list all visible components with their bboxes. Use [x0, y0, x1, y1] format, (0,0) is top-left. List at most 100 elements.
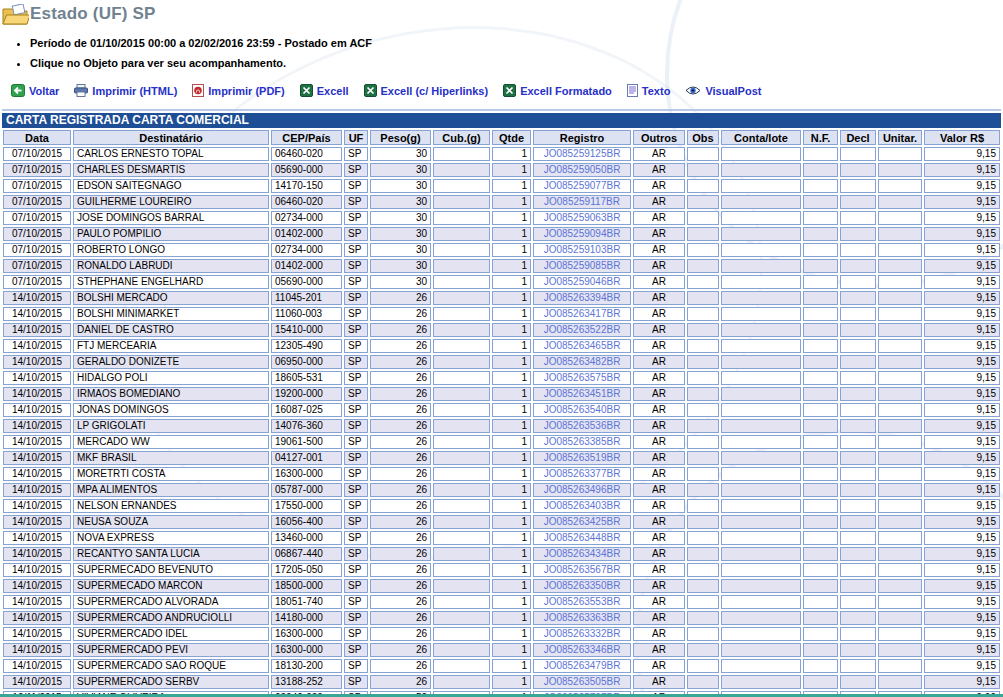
registro-link[interactable]: JO085263451BR	[533, 387, 631, 401]
registro-link[interactable]: JO085259077BR	[533, 179, 631, 193]
imprimir-pdf-button[interactable]: Imprimir (PDF)	[192, 84, 284, 97]
table-row: 14/10/2015 SUPERMERCADO ALVORADA 18051-7…	[3, 595, 1000, 609]
cell-cep: 06460-020	[271, 147, 342, 161]
registro-link[interactable]: JO085259063BR	[533, 211, 631, 225]
cell-peso: 30	[370, 211, 431, 225]
registro-link[interactable]: JO085259094BR	[533, 227, 631, 241]
cell-cub	[433, 211, 490, 225]
excel-button[interactable]: Excell	[300, 84, 349, 97]
registro-link[interactable]: JO085263540BR	[533, 403, 631, 417]
cell-uf: SP	[344, 451, 368, 465]
registro-link[interactable]: JO085263363BR	[533, 611, 631, 625]
cell-cep: 15410-000	[271, 323, 342, 337]
cell-cub	[433, 307, 490, 321]
texto-button[interactable]: Texto	[627, 84, 671, 97]
cell-qtde: 1	[492, 275, 531, 289]
registro-link[interactable]: JO085263417BR	[533, 307, 631, 321]
cell-cep: 11060-003	[271, 307, 342, 321]
registro-link[interactable]: JO085263553BR	[533, 595, 631, 609]
registro-link[interactable]: JO085263505BR	[533, 675, 631, 689]
report-page: Estado (UF) SP Período de 01/10/2015 00:…	[0, 0, 1003, 697]
printer-icon	[74, 84, 88, 97]
cell-peso: 26	[370, 387, 431, 401]
imprimir-html-button[interactable]: Imprimir (HTML)	[74, 84, 177, 97]
registro-link[interactable]: JO085263394BR	[533, 291, 631, 305]
cell-qtde: 1	[492, 547, 531, 561]
cell-obs	[687, 563, 719, 577]
column-header: CEP/País	[271, 130, 342, 145]
registro-link[interactable]: JO085259103BR	[533, 243, 631, 257]
cell-obs	[687, 179, 719, 193]
excel-formatado-label: Excell Formatado	[520, 85, 612, 97]
registro-link[interactable]: JO085263425BR	[533, 515, 631, 529]
registro-link[interactable]: JO085263465BR	[533, 339, 631, 353]
texto-label: Texto	[642, 85, 671, 97]
excel-hiperlinks-button[interactable]: Excell (c/ Hiperlinks)	[364, 84, 489, 97]
registro-link[interactable]: JO085263496BR	[533, 483, 631, 497]
cell-data: 14/10/2015	[3, 339, 71, 353]
registro-link[interactable]: JO085263482BR	[533, 355, 631, 369]
registro-link[interactable]: JO085263536BR	[533, 419, 631, 433]
cell-peso: 26	[370, 595, 431, 609]
excel-formatado-button[interactable]: Excell Formatado	[503, 84, 612, 97]
table-row: 14/10/2015 RECANTYO SANTA LUCIA 06867-44…	[3, 547, 1000, 561]
table-row: 14/10/2015 HIDALGO POLI 18605-531 SP 26 …	[3, 371, 1000, 385]
registro-link[interactable]: JO085263385BR	[533, 435, 631, 449]
cell-qtde: 1	[492, 435, 531, 449]
cell-data: 14/10/2015	[3, 403, 71, 417]
cell-outros: AR	[633, 387, 685, 401]
registro-link[interactable]: JO085263522BR	[533, 323, 631, 337]
cell-qtde: 1	[492, 227, 531, 241]
registro-link[interactable]: JO085259046BR	[533, 275, 631, 289]
cell-conta-lote	[721, 451, 801, 465]
cell-cub	[433, 643, 490, 657]
cell-conta-lote	[721, 435, 801, 449]
visualpost-button[interactable]: VisualPost	[685, 85, 761, 97]
page-header: Estado (UF) SP	[2, 4, 1001, 25]
registro-link[interactable]: JO085259085BR	[533, 259, 631, 273]
registro-link[interactable]: JO085263346BR	[533, 643, 631, 657]
cell-decl	[840, 531, 876, 545]
cell-valor: 9,15	[924, 291, 1000, 305]
cell-obs	[687, 147, 719, 161]
registro-link[interactable]: JO085263403BR	[533, 499, 631, 513]
cell-uf: SP	[344, 659, 368, 673]
registro-link[interactable]: JO085263575BR	[533, 371, 631, 385]
cell-valor: 9,15	[924, 531, 1000, 545]
cell-uf: SP	[344, 643, 368, 657]
registro-link[interactable]: JO085263519BR	[533, 451, 631, 465]
cell-outros: AR	[633, 403, 685, 417]
registro-link[interactable]: JO085263332BR	[533, 627, 631, 641]
registro-link[interactable]: JO085259125BR	[533, 147, 631, 161]
cell-peso: 26	[370, 515, 431, 529]
cell-outros: AR	[633, 195, 685, 209]
registro-link[interactable]: JO085263448BR	[533, 531, 631, 545]
voltar-button[interactable]: Voltar	[11, 84, 59, 97]
cell-conta-lote	[721, 355, 801, 369]
cell-uf: SP	[344, 611, 368, 625]
cell-peso: 30	[370, 147, 431, 161]
cell-obs	[687, 163, 719, 177]
cell-cub	[433, 291, 490, 305]
registro-link[interactable]: JO085263377BR	[533, 467, 631, 481]
registro-link[interactable]: JO085263350BR	[533, 579, 631, 593]
registro-link[interactable]: JO085263567BR	[533, 563, 631, 577]
cell-nf	[803, 611, 838, 625]
table-row: 07/10/2015 EDSON SAITEGNAGO 14170-150 SP…	[3, 179, 1000, 193]
cell-destinatario: JOSE DOMINGOS BARRAL	[73, 211, 269, 225]
cell-outros: AR	[633, 339, 685, 353]
cell-cub	[433, 419, 490, 433]
cell-decl	[840, 147, 876, 161]
registro-link[interactable]: JO085259117BR	[533, 195, 631, 209]
cell-conta-lote	[721, 371, 801, 385]
cell-cep: 19061-500	[271, 435, 342, 449]
table-row: 07/10/2015 RONALDO LABRUDI 01402-000 SP …	[3, 259, 1000, 273]
cell-destinatario: GUILHERME LOUREIRO	[73, 195, 269, 209]
cell-uf: SP	[344, 211, 368, 225]
cell-outros: AR	[633, 259, 685, 273]
registro-link[interactable]: JO085263479BR	[533, 659, 631, 673]
cell-nf	[803, 355, 838, 369]
cell-data: 14/10/2015	[3, 579, 71, 593]
registro-link[interactable]: JO085259050BR	[533, 163, 631, 177]
registro-link[interactable]: JO085263434BR	[533, 547, 631, 561]
